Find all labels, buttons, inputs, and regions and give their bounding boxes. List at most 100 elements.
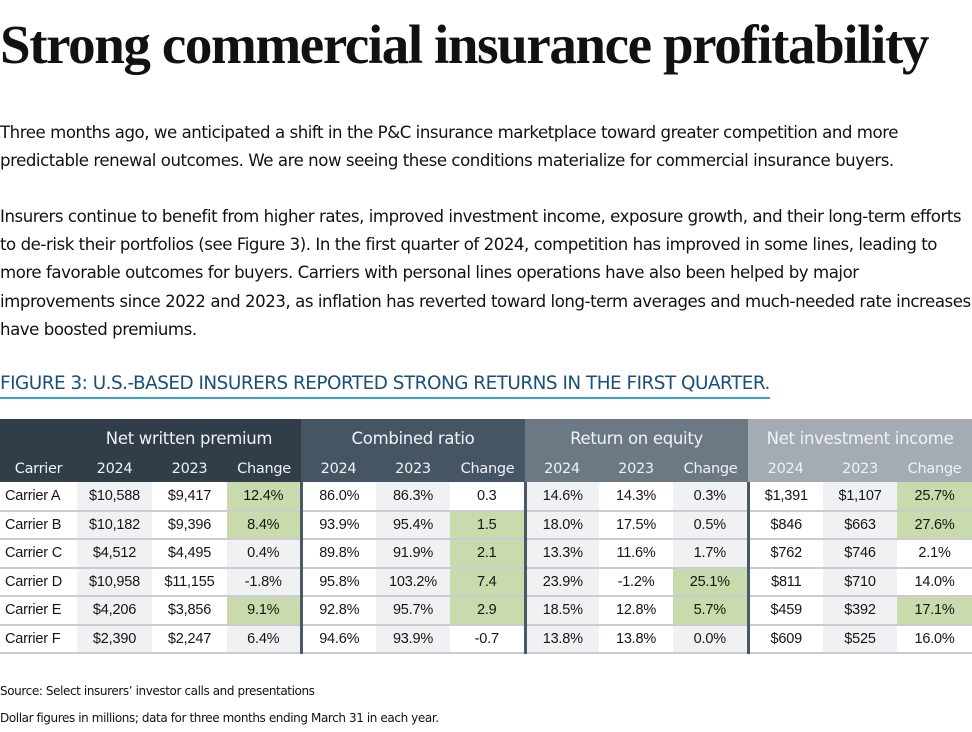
cell: 11.6% [599, 539, 674, 569]
cell: $811 [746, 567, 824, 597]
source-note: Source: Select insurers’ investor calls … [0, 684, 315, 698]
column-header: 2023 [823, 455, 898, 482]
cell: 12.8% [599, 596, 674, 626]
column-header: 2023 [599, 455, 674, 482]
cell: $11,155 [152, 567, 227, 597]
cell: $10,958 [77, 567, 152, 597]
carrier-name: Carrier A [0, 482, 77, 512]
cell: 17.5% [599, 510, 674, 540]
cell: 0.5% [673, 510, 749, 540]
column-header: Change [897, 455, 972, 482]
group-header-combined-ratio: Combined ratio [301, 419, 526, 455]
cell: 94.6% [299, 624, 376, 654]
column-header: 2024 [525, 455, 600, 482]
cell: 0.3% [673, 482, 749, 512]
cell: 91.9% [376, 539, 450, 569]
cell: $1,107 [823, 482, 898, 512]
cell: $710 [823, 567, 898, 597]
cell: 2.1% [897, 539, 972, 569]
group-header-net-written-premium: Net written premium [77, 419, 301, 455]
cell: 2.1 [450, 539, 526, 569]
cell: $746 [823, 539, 898, 569]
cell: 13.3% [523, 539, 600, 569]
cell: $4,495 [152, 539, 227, 569]
group-header-blank [0, 419, 77, 455]
cell: 14.0% [897, 567, 972, 597]
cell: -1.8% [227, 567, 301, 597]
column-header: 2024 [301, 455, 376, 482]
column-header-carrier: Carrier [0, 455, 77, 482]
cell: $10,588 [77, 482, 152, 512]
cell: $609 [746, 624, 824, 654]
intro-paragraph: Three months ago, we anticipated a shift… [0, 123, 898, 171]
cell: $1,391 [746, 482, 824, 512]
cell: 23.9% [523, 567, 600, 597]
cell: 89.8% [299, 539, 376, 569]
cell: 0.4% [227, 539, 301, 569]
column-header: Change [450, 455, 526, 482]
group-header-return-on-equity: Return on equity [525, 419, 749, 455]
group-header-row: Net written premium Combined ratio Retur… [0, 419, 972, 455]
cell: 13.8% [523, 624, 600, 654]
page-title: Strong commercial insurance profitabilit… [0, 14, 929, 75]
units-note: Dollar figures in millions; data for thr… [0, 711, 439, 725]
carrier-name: Carrier F [0, 624, 77, 654]
figure-title: FIGURE 3: U.S.-BASED INSURERS REPORTED S… [0, 371, 770, 399]
cell: 93.9% [376, 624, 450, 654]
carrier-name: Carrier C [0, 539, 77, 569]
cell: $663 [823, 510, 898, 540]
column-header-row: Carrier 2024 2023 Change 2024 2023 Chang… [0, 455, 972, 482]
cell: $2,247 [152, 624, 227, 654]
carrier-name: Carrier D [0, 567, 77, 597]
table-row: Carrier F $2,390 $2,247 6.4% 94.6% 93.9%… [0, 624, 972, 654]
cell: 1.5 [450, 510, 526, 540]
column-header: 2024 [77, 455, 152, 482]
cell: 86.3% [376, 482, 450, 512]
cell: 95.8% [299, 567, 376, 597]
cell: 27.6% [897, 510, 972, 540]
cell: $4,512 [77, 539, 152, 569]
cell: $392 [823, 596, 898, 626]
cell: 2.9 [450, 596, 526, 626]
table-row: Carrier D $10,958 $11,155 -1.8% 95.8% 10… [0, 567, 972, 597]
cell: 7.4 [450, 567, 526, 597]
cell: $9,417 [152, 482, 227, 512]
body-paragraph: Insurers continue to benefit from higher… [0, 207, 971, 339]
cell: 86.0% [299, 482, 376, 512]
column-header: 2023 [376, 455, 450, 482]
carrier-name: Carrier B [0, 510, 77, 540]
table-row: Carrier E $4,206 $3,856 9.1% 92.8% 95.7%… [0, 596, 972, 626]
cell: 93.9% [299, 510, 376, 540]
cell: 95.4% [376, 510, 450, 540]
cell: $2,390 [77, 624, 152, 654]
cell: -0.7 [450, 624, 526, 654]
cell: 103.2% [376, 567, 450, 597]
cell: $762 [746, 539, 824, 569]
cell: $9,396 [152, 510, 227, 540]
cell: 0.0% [673, 624, 749, 654]
cell: 92.8% [299, 596, 376, 626]
cell: $3,856 [152, 596, 227, 626]
cell: 1.7% [673, 539, 749, 569]
cell: 6.4% [227, 624, 301, 654]
table-row: Carrier A $10,588 $9,417 12.4% 86.0% 86.… [0, 482, 972, 512]
cell: 9.1% [227, 596, 301, 626]
table-row: Carrier B $10,182 $9,396 8.4% 93.9% 95.4… [0, 510, 972, 540]
cell: 95.7% [376, 596, 450, 626]
cell: 16.0% [897, 624, 972, 654]
insurer-returns-table: Net written premium Combined ratio Retur… [0, 419, 972, 654]
cell: 18.5% [523, 596, 600, 626]
cell: 25.7% [897, 482, 972, 512]
column-header: 2024 [748, 455, 824, 482]
table-row: Carrier C $4,512 $4,495 0.4% 89.8% 91.9%… [0, 539, 972, 569]
column-header: Change [227, 455, 301, 482]
cell: $10,182 [77, 510, 152, 540]
column-header: 2023 [152, 455, 227, 482]
cell: $459 [746, 596, 824, 626]
cell: 18.0% [523, 510, 600, 540]
cell: $846 [746, 510, 824, 540]
cell: 0.3 [450, 482, 526, 512]
cell: 14.3% [599, 482, 674, 512]
cell: 25.1% [673, 567, 749, 597]
cell: 8.4% [227, 510, 301, 540]
